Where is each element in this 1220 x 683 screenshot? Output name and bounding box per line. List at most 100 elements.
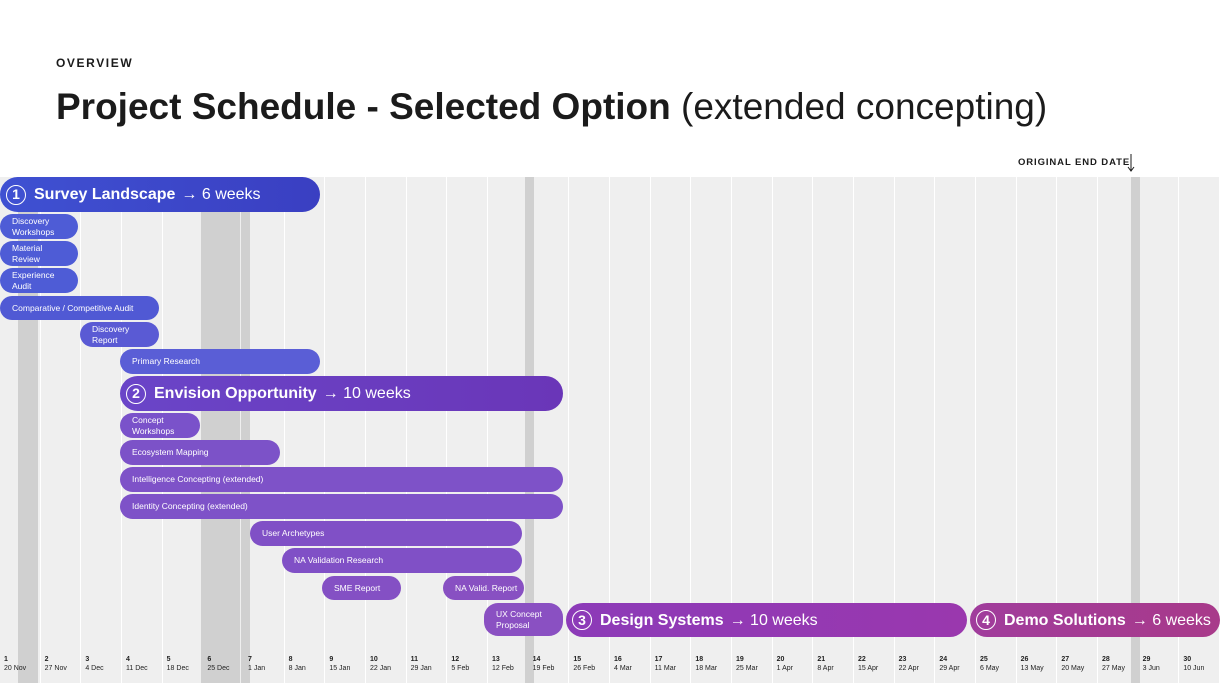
task-label: Intelligence Concepting (extended) [132,474,264,484]
task-label: Identity Concepting (extended) [132,501,248,511]
holiday-stripe [1131,177,1140,683]
phase-number: 3 [572,610,592,630]
week-date: 13 May [1020,665,1044,672]
week-date: 25 Mar [736,665,758,672]
phase-duration: → 6 weeks [181,186,261,203]
week-column [976,177,1017,683]
week-label: 17 11 Mar [655,655,676,673]
task-bar: Experience Audit [0,268,78,293]
week-date: 1 Jan [248,665,266,672]
week-number: 23 [898,656,907,663]
week-number: 12 [451,656,460,663]
week-label: 18 18 Mar [695,655,717,673]
week-column [610,177,651,683]
week-label: 8 8 Jan [289,655,306,673]
week-column [528,177,570,683]
week-number: 30 [1183,656,1192,663]
task-bar: Primary Research [120,349,320,374]
week-column [854,177,895,683]
week-number: 5 [166,656,171,663]
week-date: 5 Feb [451,665,470,672]
phase-number: 2 [126,383,146,404]
week-number: 14 [532,656,541,663]
task-label: Ecosystem Mapping [132,447,209,457]
week-date: 22 Apr [898,665,919,672]
week-column [569,177,610,683]
week-column [406,177,448,683]
week-date: 20 May [1061,665,1085,672]
phase-name: Demo Solutions [1004,611,1126,629]
week-number: 8 [288,656,293,663]
week-number: 25 [980,656,988,663]
week-number: 18 [695,656,704,663]
week-number: 21 [817,656,826,663]
phase-number: 1 [6,184,26,205]
week-column [325,177,366,683]
week-column [935,177,976,683]
task-label: Material Review [12,242,43,264]
week-label: 16 4 Mar [614,655,632,673]
task-label: Comparative / Competitive Audit [12,302,134,313]
holiday-stripe [525,177,534,683]
week-number: 13 [492,656,500,663]
week-date: 27 Nov [44,665,67,672]
week-number: 27 [1061,656,1070,663]
week-column [772,177,814,683]
task-label: NA Valid. Report [455,582,518,593]
week-column [650,177,692,683]
week-column [447,177,488,683]
week-label: 15 26 Feb [573,655,595,673]
week-label: 21 8 Apr [817,655,833,673]
phase-duration: → 10 weeks [729,611,818,629]
week-date: 19 Feb [532,665,555,672]
week-date: 20 Nov [4,665,27,672]
week-label: 6 25 Dec [207,655,229,673]
week-label: 10 22 Jan [370,655,391,673]
phase-duration: → 6 weeks [1131,611,1211,629]
week-number: 22 [858,656,866,663]
task-bar: Material Review [0,241,78,266]
task-bar: Discovery Workshops [0,214,78,239]
task-label: UX Concept Proposal [496,608,542,630]
week-label: 23 22 Apr [899,655,919,673]
task-label: User Archetypes [262,528,325,538]
task-bar: NA Valid. Report [443,576,524,600]
week-number: 10 [370,656,378,663]
week-label: 3 4 Dec [85,655,103,673]
week-column [1179,177,1220,683]
week-column [366,177,407,683]
task-bar: Ecosystem Mapping [120,440,280,465]
week-number: 9 [329,656,334,663]
week-column [1138,177,1180,683]
title-sub: (extended concepting) [681,86,1048,127]
week-column [691,177,732,683]
week-date: 25 Dec [207,665,230,672]
week-number: 3 [85,656,90,663]
week-date: 15 Jan [329,665,351,672]
page-title: Project Schedule - Selected Option (exte… [56,86,1047,128]
week-column [732,177,773,683]
week-label: 5 18 Dec [167,655,189,673]
week-label: 25 6 May [980,655,999,673]
week-date: 6 May [980,665,1000,672]
title-main: Project Schedule - Selected Option [56,86,671,127]
week-date: 11 Mar [654,665,676,672]
week-date: 8 Jan [288,665,306,672]
week-column [284,177,326,683]
phase-bar: 2 Envision Opportunity → 10 weeks [120,376,563,411]
week-label: 4 11 Dec [126,655,148,673]
end-date-marker: ORIGINAL END DATE [1018,157,1131,168]
phase-name: Envision Opportunity [154,385,317,402]
week-date: 11 Dec [126,665,148,672]
week-label: 1 20 Nov [4,655,26,673]
week-date: 1 Apr [776,665,794,672]
week-number: 16 [614,656,622,663]
task-label: Discovery Report [92,323,130,345]
week-date: 29 Jan [410,665,432,672]
week-label: 7 1 Jan [248,655,265,673]
week-label: 12 5 Feb [451,655,469,673]
phase-bar: 1 Survey Landscape → 6 weeks [0,177,320,212]
holiday-stripe [201,177,240,683]
week-date: 12 Feb [492,665,514,672]
week-label: 30 10 Jun [1183,655,1204,673]
